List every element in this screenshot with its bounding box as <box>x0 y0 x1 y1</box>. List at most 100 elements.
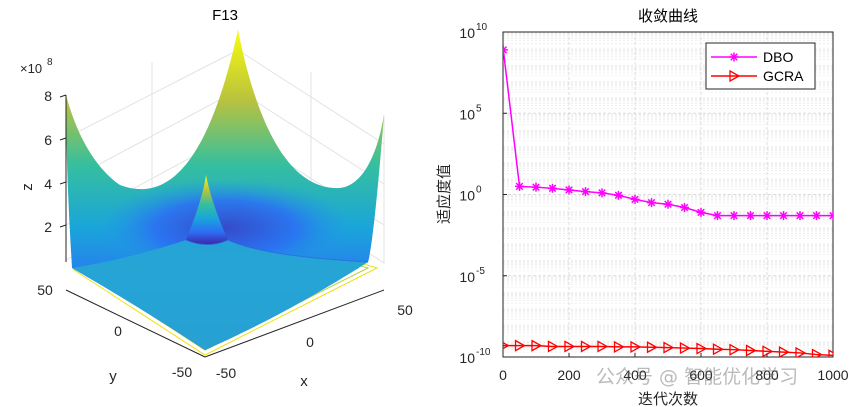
legend: DBO GCRA <box>705 42 816 90</box>
z-tick-label: 8 <box>44 88 52 104</box>
minor-grid <box>503 32 833 353</box>
x-tick-label: 600 <box>689 367 713 383</box>
y-tick-exponent: 0 <box>476 185 482 196</box>
data-point-dbo <box>647 198 656 208</box>
y-tick-base: 10 <box>459 269 475 285</box>
y-tick-label: 10 10 <box>459 22 487 41</box>
data-point-gcra <box>811 348 823 357</box>
data-point-gcra <box>613 340 625 354</box>
z-tick-labels: 2 4 6 8 <box>44 88 52 235</box>
data-point-dbo <box>515 181 524 191</box>
data-point-gcra <box>503 341 510 350</box>
surface-front-peak <box>186 175 228 245</box>
z-tick-label: 2 <box>44 219 52 235</box>
y-tick-base: 10 <box>459 350 475 366</box>
z-axis-label: z <box>19 183 36 191</box>
y-tick-exponent: 10 <box>476 22 488 33</box>
x-tick-label: 50 <box>397 302 413 318</box>
legend-gcra-symbol <box>729 69 741 83</box>
data-point-dbo <box>729 211 739 221</box>
surface-plot: F13 ×10 8 2 4 6 8 z 50 0 -50 y -50 0 50 … <box>19 7 413 390</box>
legend-entry-gcra: GCRA <box>711 68 804 84</box>
x-tick-labels: -50 0 50 <box>216 302 413 381</box>
data-point-gcra <box>795 346 807 357</box>
data-point-dbo <box>680 203 689 212</box>
data-point-gcra <box>531 339 543 352</box>
data-point-dbo <box>531 182 541 192</box>
y-tick-base: 10 <box>459 25 475 41</box>
convergence-title: 收敛曲线 <box>638 7 698 25</box>
x-tick-label: 200 <box>557 367 581 383</box>
data-point-dbo <box>564 185 574 195</box>
data-point-dbo <box>795 211 805 221</box>
x-tick-label: 0 <box>306 334 314 350</box>
data-point-gcra <box>597 340 609 353</box>
data-point-dbo <box>746 211 755 221</box>
data-point-gcra <box>762 345 774 357</box>
data-point-gcra <box>663 341 675 354</box>
svg-text:×10: ×10 <box>20 61 42 76</box>
y-tick-exponent: 5 <box>476 103 482 114</box>
y-tick-label: 0 <box>114 323 122 339</box>
y-tick-label: 10 5 <box>459 103 482 122</box>
y-tick-label: 10 -10 <box>459 347 490 366</box>
series-layer <box>503 45 833 357</box>
legend-gcra-marker <box>729 69 741 83</box>
surface-mesh <box>66 30 384 350</box>
x-tick-label: 400 <box>623 367 647 383</box>
data-point-gcra <box>729 343 741 356</box>
legend-dbo-marker <box>729 52 739 62</box>
legend-dbo-symbol <box>729 52 739 62</box>
convergence-x-axis-label: 迭代次数 <box>638 390 698 407</box>
svg-text:8: 8 <box>47 57 53 68</box>
z-multiplier: ×10 8 <box>20 57 53 76</box>
data-point-gcra <box>564 340 576 353</box>
z-tick-label: 4 <box>44 176 52 192</box>
data-point-dbo <box>630 194 640 204</box>
y-tick-base: 10 <box>459 106 475 122</box>
data-point-dbo <box>779 211 788 221</box>
x-tick-label: 1000 <box>817 367 848 383</box>
data-point-gcra <box>646 341 658 354</box>
data-point-dbo <box>812 211 821 221</box>
data-point-gcra <box>547 340 559 353</box>
data-point-gcra <box>580 340 592 353</box>
data-point-dbo <box>713 211 722 221</box>
y-tick-label: -50 <box>172 364 192 380</box>
data-point-dbo <box>581 187 590 197</box>
y-tick-label: 10 0 <box>459 185 482 204</box>
data-point-dbo <box>828 211 833 221</box>
x-axis-label: x <box>300 373 308 390</box>
surface-title: F13 <box>212 7 238 24</box>
z-tick-label: 6 <box>44 132 52 148</box>
convergence-y-axis-label: 适应度值 <box>435 164 453 224</box>
data-point-gcra <box>679 341 691 355</box>
data-point-dbo <box>503 45 508 55</box>
watermark: 公众号 @ 智能优化学习 <box>596 366 799 388</box>
legend-dbo-label: DBO <box>763 49 793 65</box>
data-point-gcra <box>696 342 708 355</box>
data-point-dbo <box>762 211 772 221</box>
legend-gcra-label: GCRA <box>763 68 804 84</box>
x-tick-label: 800 <box>755 367 779 383</box>
y-tick-base: 10 <box>459 188 475 204</box>
data-point-dbo <box>696 207 706 217</box>
data-point-gcra <box>745 344 757 357</box>
surface-front-face <box>72 240 368 350</box>
y-tick-label: 50 <box>37 282 53 298</box>
y-axis-label: y <box>109 368 117 385</box>
surface-axes <box>59 94 385 358</box>
y-tick-exponent: -10 <box>476 347 491 358</box>
x-ticks: 0 200 400 600 800 1000 <box>499 353 849 383</box>
data-point-gcra <box>778 346 790 357</box>
x-tick-label: 0 <box>499 367 507 383</box>
data-point-dbo <box>597 188 607 198</box>
data-point-dbo <box>663 199 673 209</box>
x-tick-label: -50 <box>216 365 236 381</box>
data-point-dbo <box>614 190 623 200</box>
legend-box <box>705 42 816 90</box>
data-point-gcra <box>514 339 526 352</box>
